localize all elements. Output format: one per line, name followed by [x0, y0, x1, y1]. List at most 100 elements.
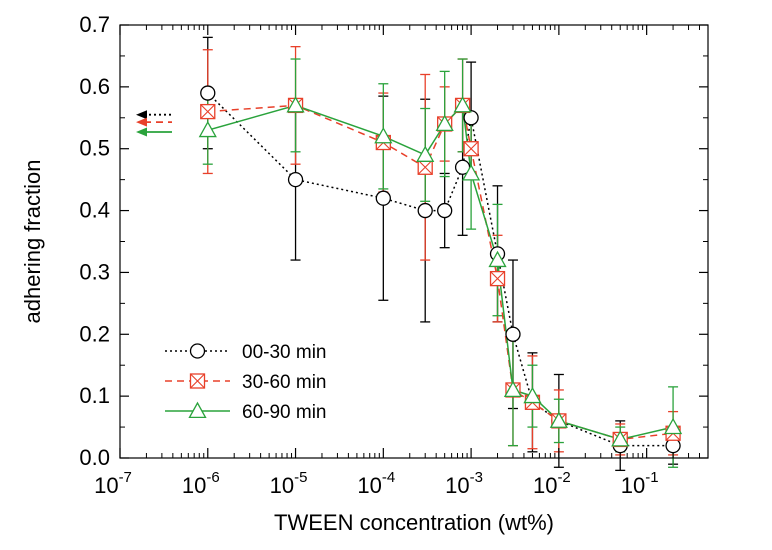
legend-marker — [189, 343, 206, 359]
y-tick-label: 0.6 — [79, 74, 110, 99]
data-point — [416, 145, 435, 162]
x-tick-label: 10-6 — [182, 469, 220, 498]
x-tick-base: 10 — [270, 473, 294, 498]
marker-triangle — [549, 411, 568, 428]
marker-circle — [463, 110, 479, 126]
x-tick-label: 10-3 — [445, 469, 483, 498]
tick-labels-layer: 0.00.10.20.30.40.50.60.710-7 10-6 10-5 10-4… — [79, 12, 658, 498]
initial-value-arrows-layer — [136, 110, 172, 137]
x-tick-label: 10-1 — [621, 469, 659, 498]
initial-value-arrowhead — [136, 127, 147, 137]
y-axis-label: adhering fraction — [20, 160, 45, 324]
x-tick-base: 10 — [182, 473, 206, 498]
x-tick-label: 10-4 — [357, 469, 395, 498]
y-tick-label: 0.0 — [79, 445, 110, 470]
legend-item: 00-30 min — [165, 342, 327, 363]
marker-triangle — [611, 430, 630, 447]
markers-layer — [198, 85, 683, 454]
marker-cross — [490, 271, 505, 287]
marker-cross — [417, 159, 433, 175]
marker-triangle — [416, 145, 435, 162]
marker-triangle — [663, 417, 683, 435]
data-point — [523, 386, 542, 404]
y-tick-label: 0.5 — [79, 136, 110, 161]
x-tick-base: 10 — [445, 473, 469, 498]
data-point — [200, 103, 216, 120]
data-point — [287, 171, 304, 188]
data-point — [417, 202, 433, 219]
marker-circle — [287, 171, 304, 188]
data-point — [437, 202, 453, 219]
x-tick-exponent: -3 — [470, 469, 483, 486]
marker-triangle — [198, 120, 217, 138]
data-point — [374, 127, 393, 144]
data-point — [417, 159, 433, 175]
x-axis-label: TWEEN concentration (wt%) — [274, 510, 554, 535]
data-point — [503, 380, 523, 398]
x-tick-exponent: -1 — [645, 469, 658, 486]
legend-label: 00-30 min — [242, 342, 327, 363]
marker-circle — [505, 326, 521, 342]
x-tick-label: 10-7 — [94, 469, 132, 498]
legend-item: 30-60 min — [165, 372, 327, 393]
initial-value-arrowhead — [136, 110, 147, 120]
marker-triangle — [523, 386, 542, 404]
x-tick-exponent: -6 — [206, 469, 219, 486]
data-point — [488, 250, 507, 268]
data-point — [549, 411, 568, 428]
legend-marker — [188, 401, 207, 419]
marker-triangle — [453, 96, 472, 113]
marker-triangle — [503, 380, 523, 398]
initial-value-arrowhead — [136, 117, 147, 127]
marker-circle — [189, 343, 206, 359]
marker-cross — [200, 104, 216, 119]
legend: 00-30 min 30-60 min 60-90 min — [165, 342, 327, 423]
data-point — [463, 141, 479, 157]
y-tick-label: 0.3 — [79, 259, 110, 284]
x-tick-exponent: -2 — [557, 469, 570, 486]
marker-triangle — [435, 114, 454, 132]
marker-circle — [200, 85, 216, 101]
data-point — [435, 114, 454, 132]
x-tick-base: 10 — [357, 473, 381, 498]
x-tick-exponent: -5 — [294, 469, 307, 486]
x-tick-exponent: -7 — [119, 469, 132, 486]
data-point — [463, 110, 479, 126]
legend-marker — [189, 373, 206, 389]
marker-circle — [375, 190, 391, 206]
y-tick-label: 0.7 — [79, 12, 110, 37]
data-point — [286, 96, 305, 113]
data-point — [453, 96, 472, 113]
data-point — [611, 430, 630, 447]
x-tick-label: 10-2 — [533, 469, 571, 498]
marker-circle — [417, 202, 433, 219]
data-point — [505, 326, 521, 342]
data-point — [489, 270, 506, 287]
marker-circle — [437, 202, 453, 219]
data-point — [198, 120, 217, 138]
marker-triangle — [374, 127, 393, 144]
y-tick-label: 0.2 — [79, 321, 110, 346]
x-tick-exponent: -4 — [382, 469, 395, 486]
data-point — [375, 190, 391, 206]
axis-ticks-layer — [119, 24, 709, 459]
marker-triangle — [286, 96, 305, 113]
x-tick-base: 10 — [621, 473, 645, 498]
marker-triangle — [488, 250, 507, 268]
data-point — [663, 417, 683, 435]
marker-cross — [190, 373, 205, 389]
x-tick-base: 10 — [94, 473, 118, 498]
y-tick-label: 0.4 — [79, 198, 110, 223]
legend-item: 60-90 min — [165, 401, 327, 423]
marker-triangle — [188, 401, 207, 419]
y-tick-label: 0.1 — [79, 383, 110, 408]
data-point — [200, 85, 216, 101]
legend-label: 60-90 min — [242, 402, 327, 423]
marker-cross — [463, 141, 479, 157]
x-tick-base: 10 — [533, 473, 557, 498]
marker-triangle — [461, 164, 481, 181]
data-point — [461, 164, 481, 181]
x-tick-label: 10-5 — [270, 469, 308, 498]
